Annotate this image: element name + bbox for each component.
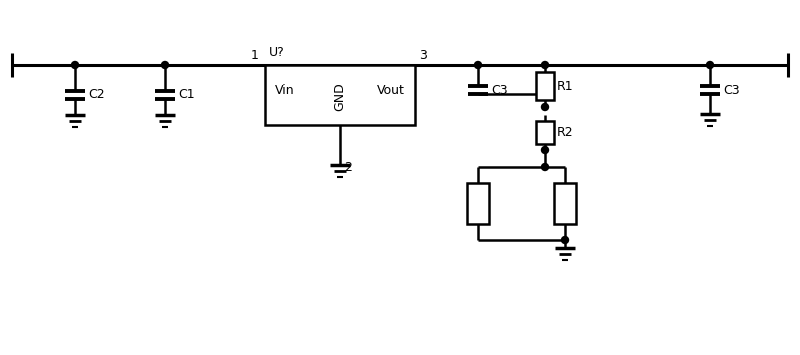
Circle shape [542, 164, 549, 170]
Text: R2: R2 [557, 126, 574, 139]
Bar [536, 72, 554, 100]
Text: R4: R4 [558, 197, 574, 210]
Circle shape [706, 61, 714, 69]
Text: R3: R3 [470, 197, 487, 210]
Text: 3: 3 [419, 49, 427, 62]
Text: C1: C1 [178, 88, 194, 102]
Bar [467, 184, 489, 224]
Circle shape [162, 61, 169, 69]
Circle shape [474, 61, 482, 69]
Text: R1: R1 [557, 80, 574, 93]
Text: 1: 1 [251, 49, 259, 62]
Text: C3: C3 [491, 83, 508, 97]
Text: GND: GND [334, 83, 346, 111]
Text: Vout: Vout [377, 84, 405, 98]
Text: U?: U? [269, 46, 285, 59]
Text: 2: 2 [344, 161, 352, 174]
Text: C2: C2 [88, 88, 105, 102]
Text: C3: C3 [723, 83, 740, 97]
Text: Vin: Vin [275, 84, 294, 98]
Circle shape [542, 147, 549, 153]
Circle shape [542, 104, 549, 110]
Bar [265, 65, 415, 125]
Bar [536, 121, 554, 144]
Circle shape [562, 236, 569, 244]
Circle shape [542, 61, 549, 69]
Circle shape [71, 61, 78, 69]
Bar [554, 184, 576, 224]
